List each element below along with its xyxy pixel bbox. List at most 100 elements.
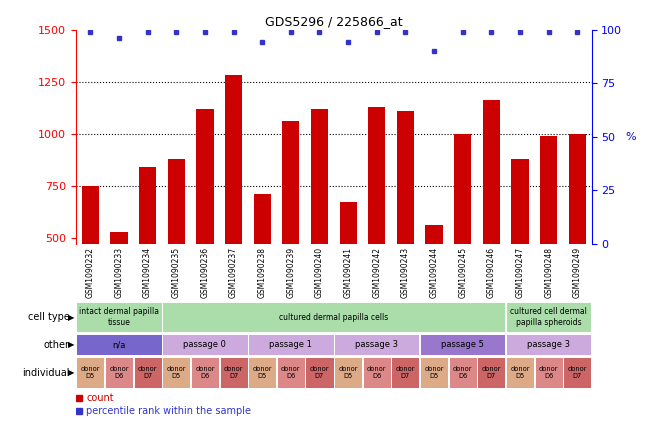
Text: passage 3: passage 3 <box>527 340 570 349</box>
Bar <box>162 334 248 355</box>
Text: GSM1090238: GSM1090238 <box>258 247 266 298</box>
Text: GSM1090244: GSM1090244 <box>430 247 438 298</box>
Bar <box>334 357 362 388</box>
Bar <box>420 357 448 388</box>
Bar <box>162 357 190 388</box>
Text: GSM1090235: GSM1090235 <box>172 247 180 298</box>
Bar <box>76 334 162 355</box>
Text: donor
D7: donor D7 <box>224 366 243 379</box>
Text: donor
D7: donor D7 <box>568 366 587 379</box>
Text: GSM1090247: GSM1090247 <box>516 247 524 298</box>
Text: donor
D6: donor D6 <box>539 366 559 379</box>
Text: GSM1090246: GSM1090246 <box>487 247 496 298</box>
Bar <box>540 136 557 342</box>
Bar <box>426 225 443 342</box>
Text: donor
D5: donor D5 <box>424 366 444 379</box>
Text: GSM1090248: GSM1090248 <box>544 247 553 298</box>
Text: GSM1090234: GSM1090234 <box>143 247 152 298</box>
Bar <box>139 167 156 342</box>
Text: GSM1090240: GSM1090240 <box>315 247 324 298</box>
Bar <box>248 357 276 388</box>
Bar <box>340 203 357 342</box>
Bar <box>305 357 334 388</box>
Bar <box>277 357 305 388</box>
Text: GSM1090241: GSM1090241 <box>344 247 352 298</box>
Text: GSM1090243: GSM1090243 <box>401 247 410 298</box>
Bar <box>420 334 506 355</box>
Text: passage 3: passage 3 <box>355 340 399 349</box>
Bar <box>248 334 334 355</box>
Text: passage 0: passage 0 <box>184 340 226 349</box>
Bar <box>506 302 592 332</box>
Y-axis label: %: % <box>625 132 636 142</box>
Bar <box>391 357 420 388</box>
Text: donor
D6: donor D6 <box>367 366 387 379</box>
Bar <box>225 75 242 342</box>
Bar <box>506 357 534 388</box>
Text: donor
D5: donor D5 <box>510 366 529 379</box>
Text: other: other <box>44 340 69 349</box>
Text: donor
D5: donor D5 <box>253 366 272 379</box>
Text: cell type: cell type <box>28 312 69 322</box>
Text: donor
D5: donor D5 <box>81 366 100 379</box>
Bar <box>162 302 506 332</box>
Text: donor
D6: donor D6 <box>109 366 129 379</box>
Text: GSM1090236: GSM1090236 <box>200 247 210 298</box>
Text: GSM1090233: GSM1090233 <box>114 247 124 298</box>
Text: GSM1090237: GSM1090237 <box>229 247 238 298</box>
Bar <box>535 357 563 388</box>
Text: GSM1090245: GSM1090245 <box>458 247 467 298</box>
Text: donor
D6: donor D6 <box>281 366 301 379</box>
Text: donor
D7: donor D7 <box>310 366 329 379</box>
Text: ▶: ▶ <box>68 340 75 349</box>
Text: donor
D5: donor D5 <box>167 366 186 379</box>
Text: cultured cell dermal
papilla spheroids: cultured cell dermal papilla spheroids <box>510 308 587 327</box>
Text: donor
D7: donor D7 <box>482 366 501 379</box>
Text: GSM1090232: GSM1090232 <box>86 247 95 298</box>
Bar <box>368 107 385 342</box>
Text: GSM1090242: GSM1090242 <box>372 247 381 298</box>
Text: donor
D7: donor D7 <box>138 366 157 379</box>
Bar <box>110 231 128 342</box>
Bar <box>254 194 271 342</box>
Bar <box>563 357 592 388</box>
Bar <box>196 109 214 342</box>
Text: donor
D6: donor D6 <box>453 366 473 379</box>
Text: donor
D7: donor D7 <box>396 366 415 379</box>
Bar <box>568 134 586 342</box>
Text: ▶: ▶ <box>68 313 75 321</box>
Text: n/a: n/a <box>112 340 126 349</box>
Bar <box>477 357 506 388</box>
Bar <box>311 109 328 342</box>
Text: GSM1090249: GSM1090249 <box>573 247 582 298</box>
Bar <box>134 357 162 388</box>
Bar <box>105 357 133 388</box>
Bar <box>191 357 219 388</box>
Bar <box>512 159 529 342</box>
Text: ▶: ▶ <box>68 368 75 377</box>
Text: donor
D6: donor D6 <box>195 366 215 379</box>
Bar <box>397 111 414 342</box>
Bar <box>334 334 420 355</box>
Bar <box>219 357 248 388</box>
Bar <box>168 159 185 342</box>
Text: cultured dermal papilla cells: cultured dermal papilla cells <box>279 313 389 321</box>
Text: passage 5: passage 5 <box>442 340 484 349</box>
Text: intact dermal papilla
tissue: intact dermal papilla tissue <box>79 308 159 327</box>
Text: passage 1: passage 1 <box>270 340 312 349</box>
Bar <box>363 357 391 388</box>
Text: percentile rank within the sample: percentile rank within the sample <box>87 407 251 416</box>
Bar <box>82 186 99 342</box>
Bar <box>282 121 299 342</box>
Title: GDS5296 / 225866_at: GDS5296 / 225866_at <box>265 16 403 28</box>
Text: GSM1090239: GSM1090239 <box>286 247 295 298</box>
Bar <box>449 357 477 388</box>
Text: individual: individual <box>22 368 69 378</box>
Bar <box>76 302 162 332</box>
Bar <box>506 334 592 355</box>
Bar <box>483 100 500 342</box>
Text: count: count <box>87 393 114 403</box>
Bar <box>76 357 104 388</box>
Text: donor
D5: donor D5 <box>338 366 358 379</box>
Bar <box>454 134 471 342</box>
